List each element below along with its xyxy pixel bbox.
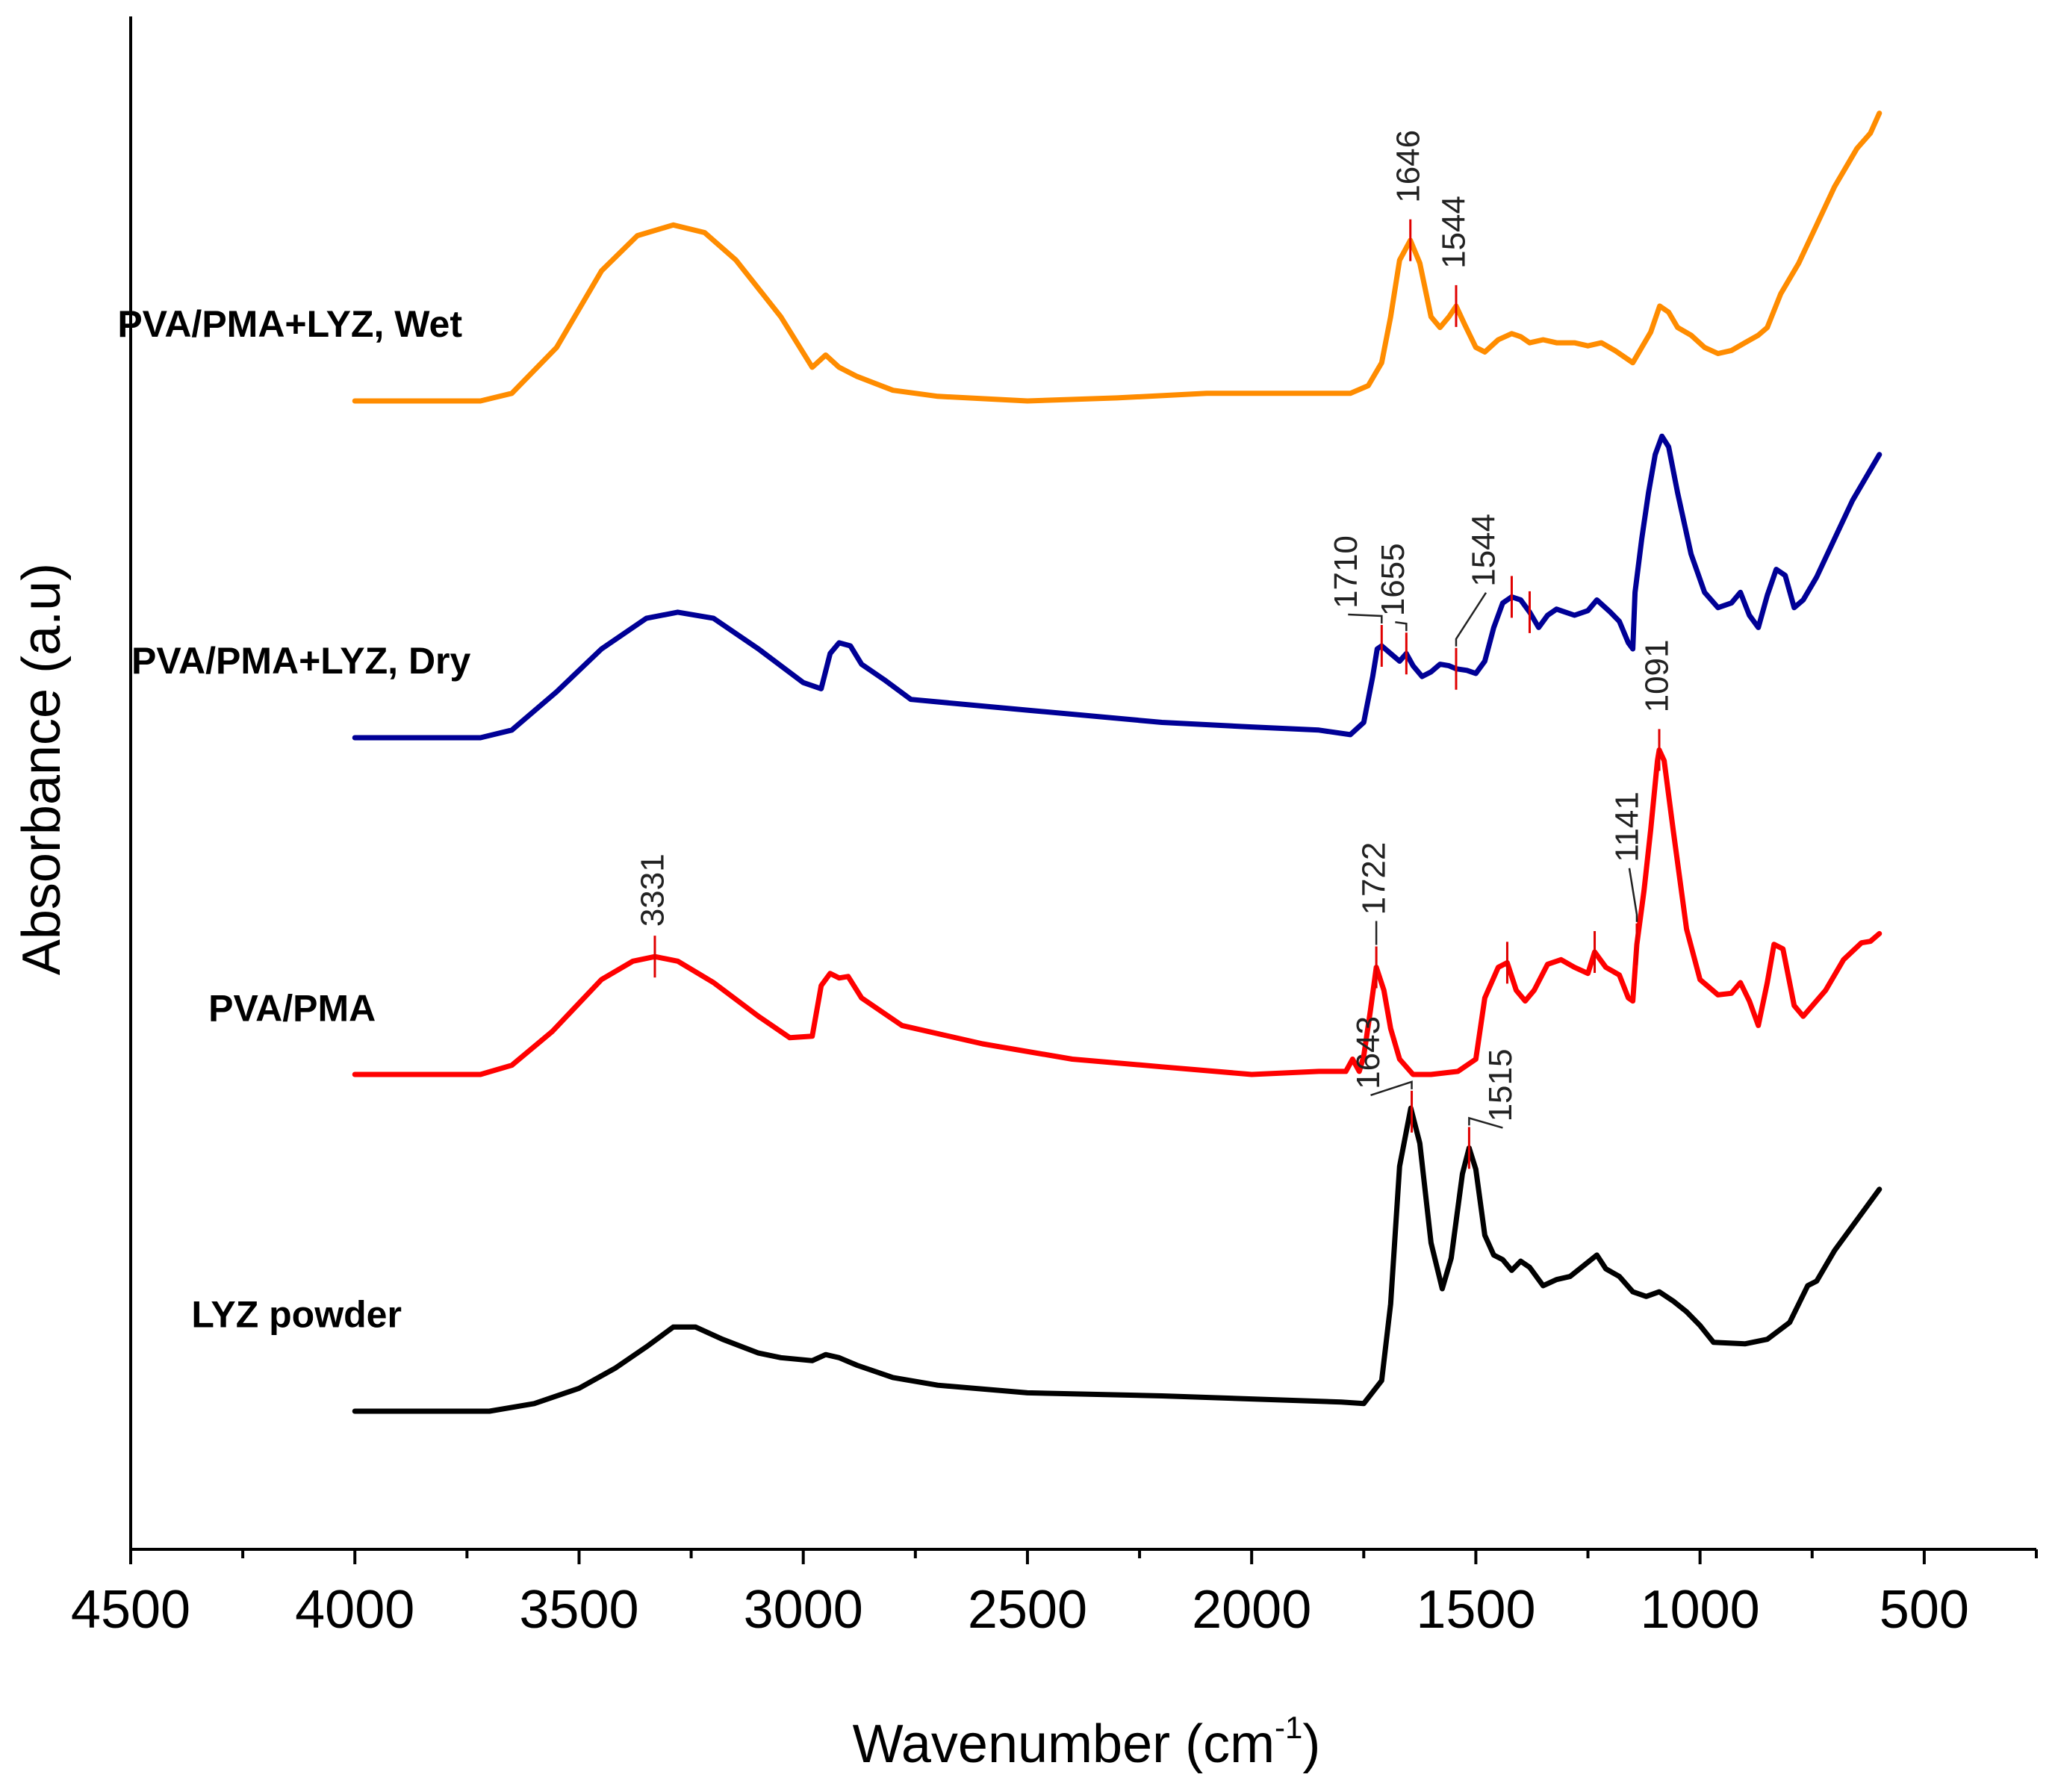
x-axis-title-superscript: -1	[1275, 1710, 1302, 1745]
peak-leader-9	[1395, 621, 1408, 632]
peak-leader-8	[1348, 613, 1383, 623]
series-labels: LYZ powder PVA/PMA PVA/PMA+LYZ, Dry PVA/PMA…	[117, 303, 470, 1335]
x-axis-title: Wavenumber (cm-1)	[853, 1710, 1321, 1774]
peak-label-3331: 3331	[635, 853, 671, 927]
x-tick-label-1500: 1500	[1416, 1580, 1535, 1640]
plot-area	[352, 111, 1883, 1414]
peak-annotations: 1643 1515 3331 1722 1141 1091 1710 1655 1544 1646…	[635, 130, 1676, 1169]
peak-label-1643: 1643	[1350, 1016, 1387, 1089]
x-tick-label-4500: 4500	[71, 1580, 190, 1640]
x-tick-label-2500: 2500	[968, 1580, 1087, 1640]
x-tick-label-3000: 3000	[744, 1580, 863, 1640]
series-line-3	[352, 111, 1883, 404]
x-tick-label-4000: 4000	[295, 1580, 414, 1640]
peak-label-1091: 1091	[1639, 640, 1676, 713]
peak-label-1646: 1646	[1390, 130, 1426, 203]
peak-label-1655: 1655	[1375, 543, 1411, 616]
peak-leader-1	[1468, 1116, 1503, 1129]
series-line-1	[352, 747, 1883, 1077]
x-ticks: 4500 4000 3500 3000 2500 2000 1500 1000 500	[71, 1549, 2038, 1640]
x-axis-title-tail: )	[1302, 1714, 1320, 1774]
peak-leader-0	[1370, 1080, 1413, 1097]
series-line-0	[352, 1105, 1883, 1414]
x-tick-label-500: 500	[1880, 1580, 1969, 1640]
peak-label-1722: 1722	[1356, 842, 1393, 915]
peak-label-1141: 1141	[1609, 791, 1646, 862]
x-tick-label-2000: 2000	[1192, 1580, 1311, 1640]
y-axis-title: Absorbance (a.u)	[12, 563, 72, 975]
series-label-0: LYZ powder	[191, 1293, 402, 1335]
series-label-3: PVA/PMA+LYZ, Wet	[117, 303, 462, 345]
peak-label-1544: 1544	[1466, 514, 1502, 587]
peak-leader-4	[1628, 868, 1638, 922]
x-axis-title-main: Wavenumber (cm	[853, 1714, 1275, 1774]
peak-leader-10	[1455, 592, 1487, 647]
series-line-2	[352, 433, 1883, 741]
peak-label-1544: 1544	[1436, 196, 1473, 269]
axes	[129, 16, 2036, 1551]
x-tick-label-3500: 3500	[519, 1580, 638, 1640]
x-tick-label-1000: 1000	[1641, 1580, 1760, 1640]
series-label-1: PVA/PMA	[208, 987, 376, 1029]
peak-label-1710: 1710	[1328, 535, 1364, 609]
peak-label-1515: 1515	[1482, 1049, 1519, 1122]
series-label-2: PVA/PMA+LYZ, Dry	[131, 640, 470, 682]
